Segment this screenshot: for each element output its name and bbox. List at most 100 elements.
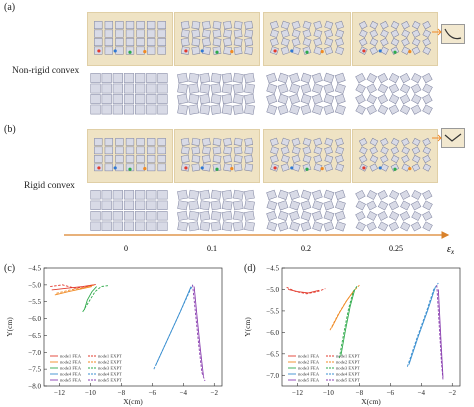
lattice-tile	[269, 154, 279, 164]
lattice-tile	[334, 83, 346, 94]
lattice-tile	[411, 146, 421, 155]
lattice-tile	[335, 146, 345, 155]
legend-entry: node3 EXPT	[336, 366, 360, 371]
lattice-tile	[244, 189, 255, 200]
tracking-marker	[97, 166, 101, 170]
lattice-tile	[112, 190, 123, 200]
lattice-tile	[380, 29, 389, 38]
lattice-tile	[233, 137, 243, 146]
experiment-photo-0	[87, 129, 173, 183]
experiment-photo-3	[352, 129, 438, 183]
x-tick-label: −12	[54, 389, 65, 397]
lattice-tile	[199, 210, 211, 221]
lattice-tile	[280, 37, 290, 47]
lattice-tile	[411, 163, 421, 172]
lattice-tile	[422, 200, 433, 211]
lattice-tile	[199, 104, 211, 115]
strain-axis: 0 0.1 0.2 0.25 εx	[64, 231, 455, 256]
lattice-tile	[180, 154, 190, 163]
legend-entry: node5 FEA	[60, 378, 82, 383]
series-line	[54, 286, 93, 296]
lattice-tile	[269, 37, 279, 47]
panel-label-a: (a)	[4, 2, 16, 13]
lattice-tile	[101, 73, 112, 83]
lattice-tile	[223, 137, 232, 146]
lattice-tile	[210, 83, 222, 94]
lattice-tile	[422, 163, 432, 172]
lattice-tile	[369, 163, 378, 172]
lattice-tile	[323, 221, 335, 232]
x-tick-label: −10	[323, 389, 334, 397]
lattice-tile	[388, 221, 399, 232]
lattice-tile	[104, 38, 114, 47]
lattice-tile	[366, 210, 378, 221]
experiment-photo-1	[174, 129, 260, 183]
lattice-tile	[177, 221, 188, 232]
lattice-tile	[366, 93, 378, 105]
lattice-tile	[101, 211, 112, 221]
tracking-marker	[230, 167, 234, 171]
lattice-tile	[269, 20, 279, 30]
lattice-tile	[323, 72, 335, 84]
lattice-tile	[324, 37, 334, 47]
lattice-tile	[366, 104, 377, 115]
y-tick-label: −5.5	[28, 298, 41, 306]
lattice-tile	[411, 37, 421, 47]
tracking-marker	[362, 49, 366, 53]
lattice-tile	[104, 29, 114, 38]
x-tick-label: −8	[118, 389, 126, 397]
lattice-tile	[146, 73, 157, 83]
lattice-tile	[146, 94, 157, 104]
lattice-tile	[335, 137, 344, 147]
lattice-tile	[188, 189, 200, 200]
lattice-drawing	[94, 138, 166, 172]
lattice-tile	[90, 104, 101, 115]
lattice-tile	[390, 37, 400, 47]
y-tick-label: −5.0	[266, 286, 279, 294]
lattice-tile	[221, 93, 233, 105]
series-line	[286, 286, 326, 295]
lattice-tile	[123, 190, 135, 200]
lattice-tile	[422, 189, 433, 200]
lattice-tile	[389, 210, 400, 221]
lattice-tile	[324, 29, 334, 38]
lattice-tile	[210, 200, 222, 211]
lattice-drawing	[358, 20, 432, 55]
lattice-tile	[289, 104, 301, 115]
lattice-tile	[221, 83, 233, 94]
lattice-tile	[104, 146, 114, 155]
lattice-tile	[323, 104, 335, 115]
y-tick-label: −8.0	[28, 383, 41, 391]
tracking-marker	[184, 49, 188, 53]
lattice-tile	[177, 83, 188, 94]
lattice-tile	[188, 221, 199, 232]
lattice-tile	[302, 37, 312, 47]
lattice-tile	[312, 200, 323, 211]
lattice-tile	[289, 210, 300, 221]
lattice-tile	[202, 29, 211, 38]
lattice-tile	[180, 137, 190, 146]
lattice-tile	[388, 200, 399, 211]
lattice-tile	[266, 200, 278, 211]
lattice-tile	[146, 155, 156, 163]
lattice-tile	[177, 189, 188, 200]
lattice-tile	[125, 138, 135, 146]
lattice-tile	[289, 200, 301, 211]
lattice-tile	[136, 146, 145, 155]
lattice-tile	[313, 137, 323, 147]
series-line	[437, 289, 444, 378]
tracking-marker	[113, 49, 117, 53]
lattice-tile	[232, 221, 244, 232]
lattice-tile	[399, 93, 411, 105]
lattice-tile	[411, 46, 421, 55]
lattice-tile	[380, 20, 389, 30]
lattice-tile	[313, 20, 323, 30]
lattice-tile	[157, 29, 166, 38]
series-line	[83, 286, 97, 311]
tracking-marker	[230, 50, 234, 54]
lattice-tile	[112, 211, 123, 221]
lattice-tile	[223, 20, 232, 30]
lattice-tile	[180, 37, 190, 47]
lattice-tile	[135, 104, 146, 115]
simulation-frame-1	[174, 187, 258, 235]
